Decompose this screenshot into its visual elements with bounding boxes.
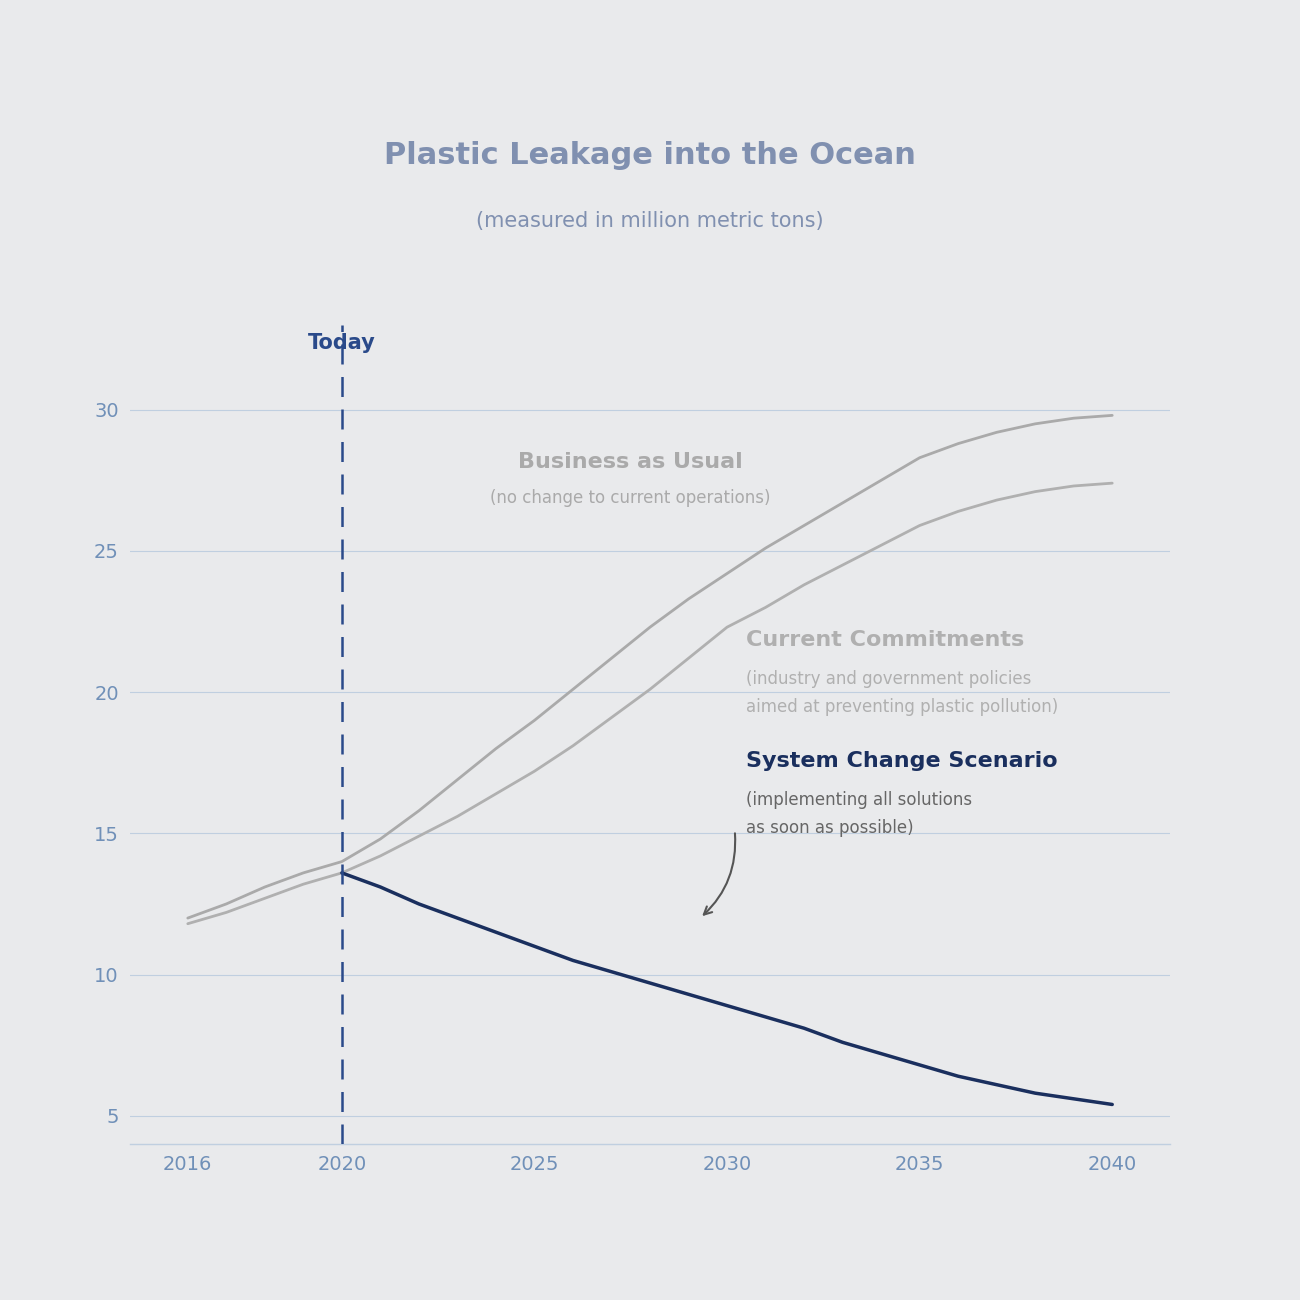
Text: Today: Today: [308, 333, 376, 354]
FancyArrowPatch shape: [703, 833, 736, 915]
Text: (measured in million metric tons): (measured in million metric tons): [476, 211, 824, 231]
Text: (no change to current operations): (no change to current operations): [490, 489, 771, 507]
Text: Plastic Leakage into the Ocean: Plastic Leakage into the Ocean: [384, 142, 916, 170]
Text: (industry and government policies: (industry and government policies: [746, 670, 1032, 688]
Text: Business as Usual: Business as Usual: [519, 452, 744, 472]
Text: Current Commitments: Current Commitments: [746, 629, 1024, 650]
Text: System Change Scenario: System Change Scenario: [746, 751, 1058, 771]
Text: aimed at preventing plastic pollution): aimed at preventing plastic pollution): [746, 698, 1058, 716]
Text: as soon as possible): as soon as possible): [746, 819, 914, 837]
Text: (implementing all solutions: (implementing all solutions: [746, 790, 972, 809]
